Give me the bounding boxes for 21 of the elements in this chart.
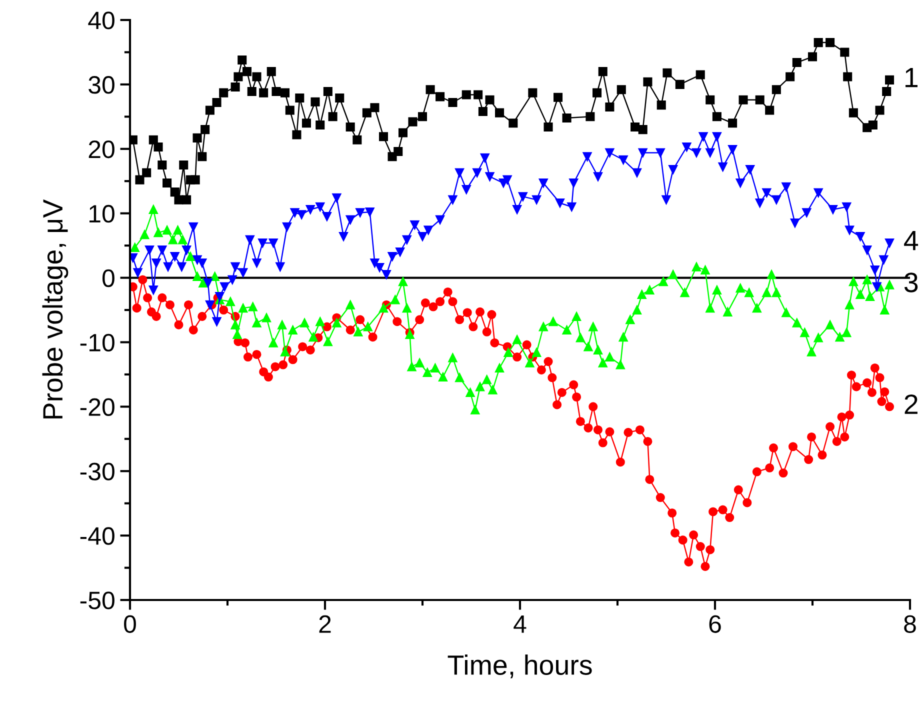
y-tick-label: 30 — [88, 76, 114, 94]
y-tick-label: -20 — [80, 398, 114, 416]
y-tick-label: -10 — [80, 334, 114, 352]
x-tick-label: 6 — [709, 615, 721, 633]
y-tick-label: 40 — [88, 12, 114, 30]
series-label: 4 — [904, 231, 918, 250]
y-axis-title: Probe voltage, μV — [42, 199, 68, 418]
series-label: 3 — [904, 272, 918, 292]
y-tick-label: -30 — [80, 462, 114, 480]
x-axis-title: Time, hours — [448, 654, 592, 678]
y-tick-label: -50 — [80, 592, 114, 610]
x-tick-label: 0 — [124, 615, 136, 633]
y-tick-label: 20 — [88, 140, 114, 158]
y-tick-label: 0 — [102, 269, 114, 288]
series-label: 2 — [904, 394, 918, 414]
y-tick-label: 10 — [90, 204, 114, 223]
y-tick-label: -40 — [80, 527, 114, 545]
x-tick-label: 8 — [904, 615, 916, 633]
x-tick-label: 4 — [514, 616, 526, 633]
series-label: 1 — [906, 68, 918, 88]
x-tick-label: 2 — [319, 615, 331, 633]
